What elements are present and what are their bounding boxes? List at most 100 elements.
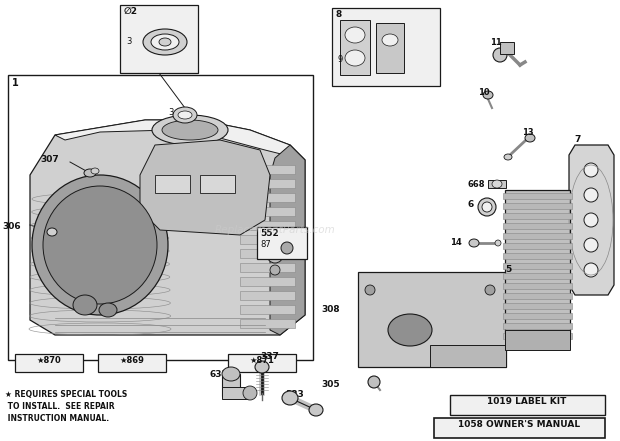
Ellipse shape (365, 285, 375, 295)
Ellipse shape (482, 202, 492, 212)
Bar (240, 319, 295, 328)
Bar (430, 345, 506, 367)
Bar (155, 175, 190, 193)
Ellipse shape (151, 34, 179, 50)
Ellipse shape (584, 263, 598, 277)
Ellipse shape (345, 50, 365, 66)
Ellipse shape (282, 391, 298, 405)
Text: ★870: ★870 (37, 356, 61, 365)
Text: 11: 11 (490, 38, 502, 47)
Ellipse shape (584, 188, 598, 202)
Ellipse shape (584, 163, 598, 177)
Bar (503, 313, 572, 319)
Bar (503, 273, 572, 279)
Ellipse shape (368, 376, 380, 388)
Bar (500, 42, 514, 54)
Text: ReplacementParts.com: ReplacementParts.com (215, 225, 335, 235)
Ellipse shape (388, 314, 432, 346)
Text: 9: 9 (337, 55, 342, 64)
Polygon shape (30, 120, 305, 335)
Text: 337: 337 (260, 352, 280, 361)
Ellipse shape (152, 115, 228, 145)
Ellipse shape (84, 169, 96, 177)
Bar (332, 8, 440, 86)
Bar (503, 193, 572, 199)
Ellipse shape (47, 228, 57, 236)
Ellipse shape (584, 213, 598, 227)
Ellipse shape (222, 367, 240, 381)
Text: 1019 LABEL KIT: 1019 LABEL KIT (487, 397, 567, 406)
Bar (240, 305, 295, 314)
Text: 6: 6 (468, 200, 474, 209)
Bar (240, 207, 295, 216)
Ellipse shape (99, 303, 117, 317)
Bar (503, 203, 572, 209)
Text: 1: 1 (12, 78, 19, 88)
Text: 14: 14 (450, 238, 462, 247)
Ellipse shape (345, 27, 365, 43)
Text: 5: 5 (505, 265, 511, 274)
Ellipse shape (382, 34, 398, 46)
Ellipse shape (73, 295, 97, 315)
Bar (503, 283, 572, 289)
Bar (503, 223, 572, 229)
Bar (240, 277, 295, 286)
Text: 635: 635 (210, 370, 229, 379)
Text: ★ REQUIRES SPECIAL TOOLS: ★ REQUIRES SPECIAL TOOLS (5, 390, 127, 399)
Text: TO INSTALL.  SEE REPAIR: TO INSTALL. SEE REPAIR (5, 402, 115, 411)
Bar (15, 354, 83, 372)
Ellipse shape (159, 38, 171, 46)
Ellipse shape (492, 180, 502, 188)
Bar (240, 249, 295, 258)
Text: 87: 87 (260, 240, 271, 249)
Bar (340, 20, 370, 75)
Text: ∅2: ∅2 (124, 7, 138, 16)
Bar (503, 253, 572, 259)
Bar (240, 235, 295, 244)
Bar (503, 293, 572, 299)
Ellipse shape (270, 265, 280, 275)
Text: 383: 383 (285, 390, 304, 399)
Ellipse shape (525, 134, 535, 142)
Text: 7: 7 (575, 135, 581, 144)
Bar (503, 263, 572, 269)
Ellipse shape (493, 48, 507, 62)
Bar (503, 233, 572, 239)
Ellipse shape (504, 154, 512, 160)
Bar (503, 333, 572, 339)
Ellipse shape (478, 198, 496, 216)
Bar (98, 354, 166, 372)
Bar (240, 179, 295, 188)
Bar (240, 221, 295, 230)
Ellipse shape (43, 186, 157, 304)
Bar (200, 175, 235, 193)
Text: 3: 3 (168, 108, 174, 117)
Bar (503, 243, 572, 249)
Bar (120, 5, 198, 73)
Text: 307: 307 (40, 155, 59, 164)
Bar (8, 75, 313, 360)
Text: 1058 OWNER'S MANUAL: 1058 OWNER'S MANUAL (458, 420, 580, 429)
Ellipse shape (32, 175, 168, 315)
Ellipse shape (584, 238, 598, 252)
Text: 305: 305 (321, 380, 340, 389)
Ellipse shape (178, 111, 192, 119)
Bar (434, 418, 605, 438)
Polygon shape (140, 140, 270, 235)
Ellipse shape (255, 361, 269, 373)
Bar (503, 213, 572, 219)
Bar (358, 272, 506, 367)
Bar (240, 193, 295, 202)
Text: INSTRUCTION MANUAL.: INSTRUCTION MANUAL. (5, 414, 109, 423)
Text: 8: 8 (335, 10, 341, 19)
Ellipse shape (309, 404, 323, 416)
Ellipse shape (243, 386, 257, 400)
Bar (222, 374, 240, 396)
Ellipse shape (495, 240, 501, 246)
Bar (488, 180, 506, 188)
Polygon shape (270, 145, 305, 335)
Text: 308: 308 (321, 305, 340, 314)
Bar (505, 330, 570, 350)
Ellipse shape (281, 242, 293, 254)
Ellipse shape (143, 29, 187, 55)
